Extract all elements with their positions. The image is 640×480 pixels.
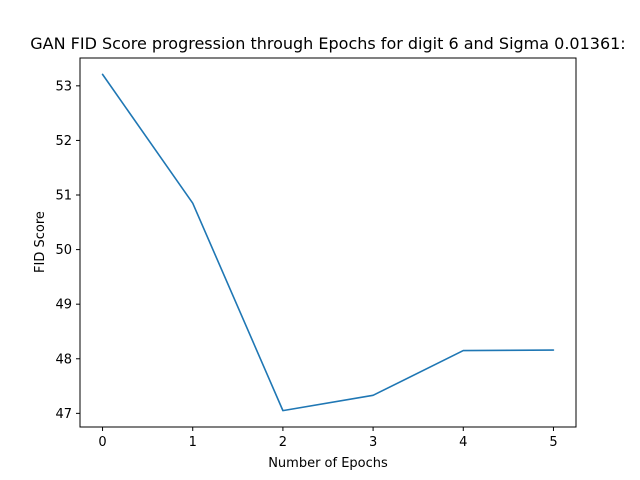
y-axis-label: FID Score <box>33 211 48 273</box>
x-tick-label: 0 <box>98 435 106 450</box>
x-tick-label: 2 <box>279 435 287 450</box>
series-layer <box>101 73 555 412</box>
fid-score-line <box>101 73 555 412</box>
x-axis-label: Number of Epochs <box>268 456 388 471</box>
chart-title: GAN FID Score progression through Epochs… <box>30 34 625 53</box>
plot-frame <box>79 57 577 428</box>
x-tick-label: 1 <box>189 435 197 450</box>
plot-area <box>80 58 576 427</box>
y-tick-label: 50 <box>55 243 72 258</box>
x-axis-ticks: 0 1 2 3 4 5 <box>98 427 558 450</box>
y-tick-label: 48 <box>55 352 72 367</box>
y-axis-ticks: 47 48 49 50 51 52 53 <box>55 79 80 422</box>
x-tick-label: 3 <box>369 435 377 450</box>
y-tick-label: 49 <box>55 298 72 313</box>
y-tick-label: 52 <box>55 134 72 149</box>
y-tick-label: 53 <box>55 79 72 94</box>
x-tick-label: 5 <box>549 435 557 450</box>
y-tick-label: 51 <box>55 189 72 204</box>
x-tick-label: 4 <box>459 435 467 450</box>
y-tick-label: 47 <box>55 407 72 422</box>
